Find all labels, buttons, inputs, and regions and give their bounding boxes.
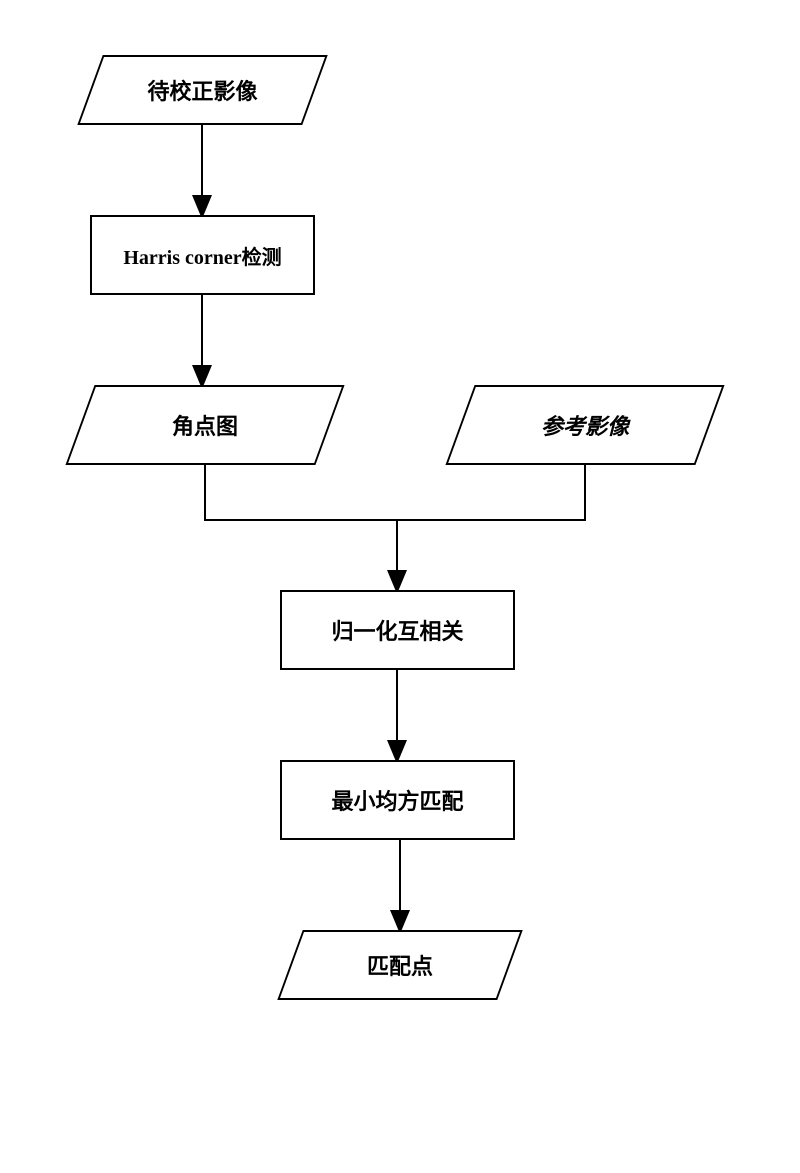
node-label-output2: 匹配点 (367, 949, 433, 981)
node-process3: 最小均方匹配 (280, 760, 515, 840)
node-process2: 归一化互相关 (280, 590, 515, 670)
edge-3 (397, 465, 585, 520)
node-label-process2: 归一化互相关 (331, 614, 463, 646)
node-input1: 待校正影像 (90, 55, 315, 125)
node-label-input2: 参考影像 (541, 409, 629, 441)
node-output2: 匹配点 (290, 930, 510, 1000)
node-label-input1: 待校正影像 (147, 74, 257, 106)
node-label-process1: Harris corner检测 (123, 241, 281, 270)
edge-2 (205, 465, 397, 520)
node-input2: 参考影像 (460, 385, 710, 465)
node-output1: 角点图 (80, 385, 330, 465)
node-label-process3: 最小均方匹配 (331, 784, 463, 816)
flowchart-container: 待校正影像 Harris corner检测角点图 参考影像归一化互相关最小均方匹配匹… (0, 0, 800, 1173)
node-label-output1: 角点图 (172, 409, 238, 441)
node-process1: Harris corner检测 (90, 215, 315, 295)
